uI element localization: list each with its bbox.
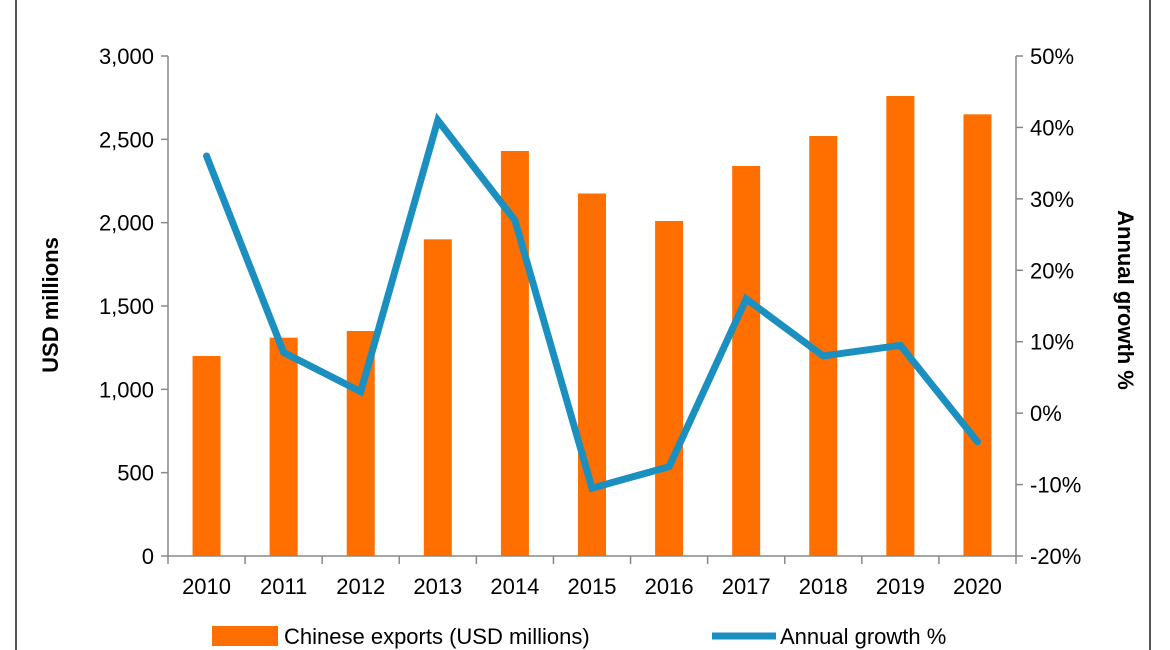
y2-tick-label: 30% [1030,187,1074,212]
y-axis-title: USD millions [38,237,63,373]
x-tick-label: 2013 [413,574,462,599]
legend-label-growth: Annual growth % [780,624,946,649]
x-tick-label: 2018 [799,574,848,599]
x-tick-label: 2017 [722,574,771,599]
x-tick-label: 2014 [490,574,539,599]
axes-layer [161,55,1023,564]
x-tick-label: 2010 [182,574,231,599]
y2-tick-label: 20% [1030,258,1074,283]
legend-swatch-exports [212,626,278,646]
x-tick-label: 2015 [568,574,617,599]
ticks-layer: 0 500 1,000 1,500 2,000 2,500 3,000 -20% -10% 0% 1… [99,44,1081,599]
line-layer [203,112,981,493]
y-tick-label: 1,500 [99,294,154,319]
bar [192,356,221,556]
bar [732,166,761,556]
bar [269,337,298,556]
legend-label-exports: Chinese exports (USD millions) [284,624,590,649]
y2-tick-label: 0% [1030,401,1062,426]
x-tick-label: 2019 [876,574,925,599]
y-tick-label: 0 [142,544,154,569]
bar [578,193,606,556]
chart-border [15,0,1151,650]
y2-tick-label: -20% [1030,544,1081,569]
x-tick-label: 2016 [645,574,694,599]
bar [886,96,915,556]
y-tick-label: 500 [117,461,154,486]
y-tick-label: 2,000 [99,211,154,236]
y-tick-label: 1,000 [99,377,154,402]
bar [655,221,684,556]
x-tick-label: 2012 [336,574,385,599]
legend: Chinese exports (USD millions) Annual gr… [212,624,946,649]
y2-tick-label: 10% [1030,330,1074,355]
x-tick-label: 2020 [953,574,1002,599]
y-tick-label: 2,500 [99,127,154,152]
bar [963,114,992,556]
y2-axis-title: Annual growth % [1113,210,1138,390]
y2-tick-label: -10% [1030,473,1081,498]
x-tick-label: 2011 [260,574,307,599]
y2-tick-label: 50% [1030,44,1074,69]
bar [423,239,452,557]
y-tick-label: 3,000 [99,44,154,69]
y2-tick-label: 40% [1030,115,1074,140]
